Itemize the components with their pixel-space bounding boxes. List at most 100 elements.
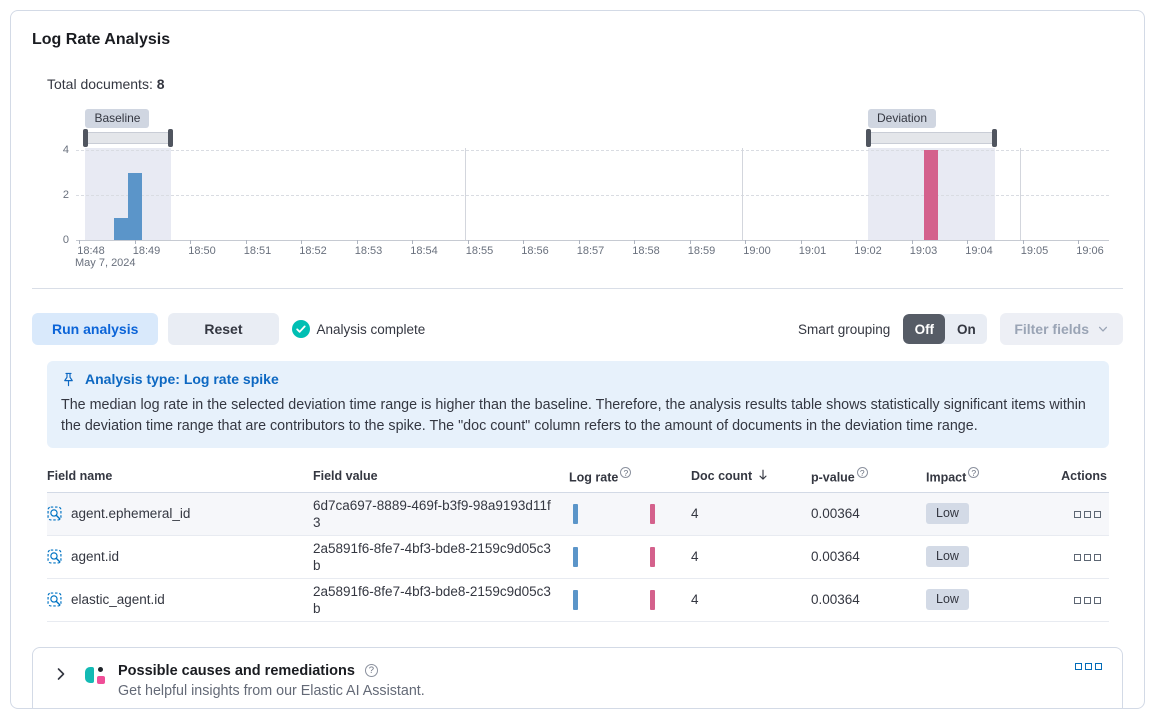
field-statistics-icon[interactable]: [47, 506, 62, 521]
smart-grouping-on-button[interactable]: On: [956, 321, 976, 337]
x-axis-line: [76, 240, 1109, 241]
callout-title: Analysis type: Log rate spike: [85, 371, 279, 387]
sort-desc-icon: [759, 469, 767, 480]
x-axis-tick: [745, 240, 746, 244]
log-rate-mini-chart: [569, 587, 669, 613]
p-value: 0.00364: [811, 592, 860, 607]
row-actions-icon[interactable]: [1074, 597, 1101, 604]
baseline-bar: [114, 217, 129, 240]
filter-fields-label: Filter fields: [1014, 321, 1089, 337]
x-axis-label: 19:04: [965, 245, 993, 257]
log-rate-help-icon[interactable]: ?: [620, 467, 632, 478]
p-value-help-icon[interactable]: ?: [856, 467, 868, 478]
field-name: agent.ephemeral_id: [71, 506, 191, 521]
x-axis-tick: [79, 240, 80, 244]
x-axis-date-label: May 7, 2024: [75, 257, 136, 269]
field-name: agent.id: [71, 549, 120, 564]
impact-help-icon[interactable]: ?: [968, 467, 980, 478]
field-statistics-icon[interactable]: [47, 549, 62, 564]
x-axis-label: 18:53: [354, 245, 383, 257]
deviation-brush-right-handle[interactable]: [991, 129, 997, 147]
y-gridline-4: [76, 150, 1109, 151]
x-axis-tick: [1022, 240, 1024, 244]
ai-panel-actions-icon[interactable]: [1075, 662, 1102, 670]
baseline-brush-right-handle[interactable]: [168, 129, 174, 147]
ai-assistant-panel[interactable]: Possible causes and remediations ? Get h…: [32, 646, 1123, 708]
column-header-log-rate[interactable]: Log rate?: [569, 461, 691, 493]
deviation-brush-left-handle[interactable]: [866, 129, 871, 147]
callout-body: The median log rate in the selected devi…: [61, 397, 1086, 434]
filter-fields-button[interactable]: Filter fields: [1000, 313, 1123, 345]
column-header-doc-count[interactable]: Doc count: [691, 461, 811, 493]
column-header-impact[interactable]: Impact?: [926, 461, 1041, 493]
column-header-field-value[interactable]: Field value: [313, 461, 569, 493]
table-body: agent.ephemeral_id 6d7ca697-8889-469f-b3…: [47, 492, 1109, 622]
ai-panel-title: Possible causes and remediations: [118, 662, 355, 679]
x-axis-tick: [856, 240, 857, 244]
doc-count-chart: 0 2 4 18:48 18:49 18:50 18:51 18:52 18:53 18:54 18…: [47, 109, 1109, 271]
x-axis-label: 19:02: [854, 245, 882, 257]
x-axis-label: 19:03: [909, 245, 938, 257]
x-axis-label: 18:58: [632, 245, 660, 257]
x-axis-label: 18:49: [132, 245, 161, 257]
table-row: agent.id 2a5891f6-8fe7-4bf3-bde8-2159c9d…: [47, 535, 1109, 579]
column-header-p-value[interactable]: p-value?: [811, 461, 926, 493]
callout-title-row: Analysis type: Log rate spike: [61, 371, 1095, 387]
analysis-status-text: Analysis complete: [316, 321, 426, 337]
elastic-ai-assistant-icon: [85, 665, 105, 685]
x-axis-label: 18:51: [243, 245, 272, 257]
x-gridline: [742, 148, 743, 240]
deviation-bar: [923, 150, 938, 240]
chevron-right-icon[interactable]: [53, 666, 69, 682]
x-axis-tick: [356, 240, 358, 244]
x-gridline: [1019, 148, 1021, 240]
mini-baseline-bar: [573, 546, 578, 567]
row-actions-icon[interactable]: [1074, 554, 1101, 561]
run-analysis-button[interactable]: Run analysis: [32, 313, 159, 345]
x-axis-label: 18:56: [521, 245, 549, 257]
x-axis-label: 18:48: [77, 245, 105, 257]
baseline-badge: Baseline: [85, 109, 150, 128]
p-value: 0.00364: [811, 506, 860, 521]
pin-icon: [64, 372, 73, 386]
x-axis-tick: [134, 240, 136, 244]
baseline-brush-left-handle[interactable]: [83, 129, 89, 147]
column-header-field-name[interactable]: Field name: [47, 461, 313, 493]
y-axis-label-2: 2: [62, 189, 69, 201]
reset-button[interactable]: Reset: [168, 313, 279, 345]
ai-panel-help-icon[interactable]: ?: [364, 664, 378, 677]
analysis-type-callout: Analysis type: Log rate spike The median…: [47, 361, 1109, 448]
impact-badge: Low: [926, 503, 969, 524]
mini-baseline-bar: [573, 503, 578, 524]
chevron-down-icon: [1098, 326, 1108, 332]
x-axis-tick: [190, 240, 191, 244]
x-gridline: [464, 148, 466, 240]
divider: [32, 288, 1123, 289]
baseline-brush-bar[interactable]: [85, 132, 172, 144]
analysis-status: Analysis complete: [291, 320, 426, 338]
baseline-bar: [128, 172, 143, 240]
log-rate-mini-chart: [569, 544, 669, 570]
x-axis-label: 18:50: [188, 245, 216, 257]
results-table: Field name Field value Log rate? Doc cou…: [47, 461, 1109, 622]
column-header-actions: Actions: [1041, 461, 1109, 493]
field-value: 6d7ca697-8889-469f-b3f9-98a9193d11f3: [313, 497, 551, 530]
mini-deviation-bar: [650, 589, 655, 610]
log-rate-analysis-panel: Log Rate Analysis Total documents: 8 0 2 4…: [10, 10, 1145, 709]
table-header-row: Field name Field value Log rate? Doc cou…: [47, 461, 1109, 493]
impact-badge: Low: [926, 589, 969, 610]
table-row: elastic_agent.id 2a5891f6-8fe7-4bf3-bde8…: [47, 578, 1109, 622]
total-documents-value: 8: [156, 76, 165, 92]
smart-grouping-off-button[interactable]: Off: [903, 314, 946, 344]
field-statistics-icon[interactable]: [47, 592, 62, 607]
x-axis-tick: [245, 240, 247, 244]
x-axis-tick: [467, 240, 469, 244]
deviation-brush-bar[interactable]: [868, 132, 995, 144]
row-actions-icon[interactable]: [1074, 511, 1101, 518]
field-value: 2a5891f6-8fe7-4bf3-bde8-2159c9d05c3b: [313, 583, 551, 616]
x-axis-tick: [634, 240, 635, 244]
x-axis-label: 19:05: [1020, 245, 1049, 257]
log-rate-mini-chart: [569, 501, 669, 527]
total-documents: Total documents: 8: [47, 76, 1123, 92]
ai-panel-subtitle: Get helpful insights from our Elastic AI…: [118, 682, 425, 699]
